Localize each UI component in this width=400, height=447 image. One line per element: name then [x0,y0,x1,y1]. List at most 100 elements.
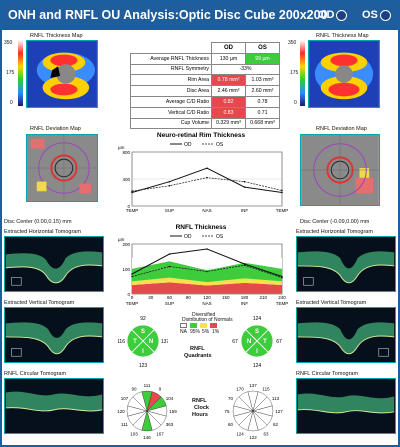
metric-od-value: 0.82 [211,95,246,108]
left-horizontal-tomogram [4,236,104,292]
left-horizontal-title: Extracted Horizontal Tomogram [4,229,81,235]
clock-hour-value: 137 [249,383,257,388]
y-tick-label: 800 [122,150,130,155]
metric-name: Average RNFL Thickness [130,52,212,65]
od-label: OD [318,9,335,21]
right-scale-175: 175 [290,70,299,76]
outside-1-swatch [210,323,217,328]
quadrant-value-t: 116 [118,339,125,345]
x-tick-label: 240 [278,295,286,300]
left-scale-350: 350 [4,40,13,46]
clock-hour-value: 115 [262,386,270,391]
clock-hour-value: 107 [121,396,129,401]
quadrant-letter: I [142,349,144,355]
x-tick-label: SUP [165,208,174,213]
series-line-od [131,167,283,193]
metrics-row: RNFL Symmetry -33% [130,63,280,76]
right-deviation-map [300,134,380,206]
clock-hour-value: 111 [144,383,151,388]
quadrant-value-s: 92 [140,316,146,322]
right-circular-title: RNFL Circular Tomogram [296,371,359,377]
left-deviation-map [26,134,98,202]
clock-hour-value: 124 [236,432,244,437]
right-thickness-map-title: RNFL Thickness Map [316,33,369,39]
right-color-scale [300,40,305,106]
clock-label-3: Hours [192,412,208,418]
quadrant-value-i: 123 [139,363,148,369]
os-label: OS [362,9,378,21]
metric-name: Rim Area [130,74,212,87]
x-axis-label: TEMP [126,301,139,306]
clock-label-2: Clock [194,405,209,411]
clock-hour-value: 70 [228,396,234,401]
left-disc-center: Disc Center (0.00,0.15) mm [4,219,72,225]
metrics-row: Disc Area 2.46 mm² 2.60 mm² [130,85,280,97]
x-tick-label: INF [241,208,249,213]
x-tick-label: 60 [167,295,173,300]
metric-name: Vertical C/D Ratio [130,106,212,119]
right-vertical-title: Extracted Vertical Tomogram [296,300,367,306]
quadrant-letter: N [149,339,153,345]
quadrant-value-i: 124 [253,363,262,369]
x-tick-label: 210 [259,295,267,300]
metrics-row: Rim Area 0.78 mm² 1.03 mm² [130,74,280,87]
data-point-os [281,189,283,192]
right-horizontal-title: Extracted Horizontal Tomogram [296,229,373,235]
clock-hour-value: 167 [156,432,164,437]
metrics-row: Average C/D Ratio 0.82 0.78 [130,95,280,108]
metric-name: Disc Area [130,85,212,97]
left-deviation-title: RNFL Deviation Map [30,126,81,132]
series-line-od [131,248,283,277]
metrics-row: Vertical C/D Ratio 0.83 0.71 [130,106,280,119]
x-axis-label: INF [241,301,249,306]
y-tick-label: 0 [127,292,130,297]
quadrant-sector [126,329,144,353]
clock-hour-value: 90 [131,386,137,391]
metric-os-value: 99 µm [245,52,280,65]
y-unit: µm [118,145,125,150]
x-tick-label: 150 [222,295,230,300]
normal-95-swatch [190,323,197,328]
x-tick-label: 90 [186,295,192,300]
chart-title: Neuro-retinal Rim Thickness [157,132,246,139]
clock-hour-value: 111 [121,422,128,427]
os-eye-icon [380,10,391,21]
metric-od-value: 0.329 mm³ [211,117,246,130]
series-line-os [131,177,283,192]
right-vertical-tomogram [296,307,396,363]
x-tick-label: TEMP [276,208,289,213]
metric-od-value: 2.46 mm² [211,85,246,97]
clock-hour-sector [238,391,254,412]
x-tick-label: NAS [202,208,211,213]
right-scale-0: 0 [294,100,297,106]
y-unit: µm [118,237,125,242]
right-horizontal-tomogram [296,236,396,292]
clock-hour-value: 363 [166,422,174,427]
chart-title: RNFL Thickness [176,224,227,231]
x-axis-label: NAS [202,301,211,306]
metrics-table: OD OS Average RNFL Thickness 130 µm 99 µm R… [130,42,280,130]
clock-hour-value: 122 [249,435,257,440]
clock-hour-value: 127 [275,409,283,414]
y-tick-label: 0 [127,204,130,209]
left-vertical-title: Extracted Vertical Tomogram [4,300,75,306]
clock-hour-value: 75 [224,409,230,414]
right-disc-center: Disc Center (-0.09,0.00) mm [300,219,370,225]
distribution-header: Diversified [192,312,216,318]
y-tick-label: 100 [122,267,130,272]
quadrants-label-2: Quadrants [184,353,212,359]
right-circular-tomogram [296,378,396,434]
legend-od: OD [184,142,192,148]
left-scale-0: 0 [10,100,13,106]
legend-os: OS [216,234,224,240]
left-thickness-map-title: RNFL Thickness Map [30,33,83,39]
quadrant-letter: S [141,329,145,335]
x-tick-label: 30 [148,295,154,300]
report-title: ONH and RNFL OU Analysis:Optic Disc Cube… [8,8,328,22]
na-swatch [180,323,187,328]
